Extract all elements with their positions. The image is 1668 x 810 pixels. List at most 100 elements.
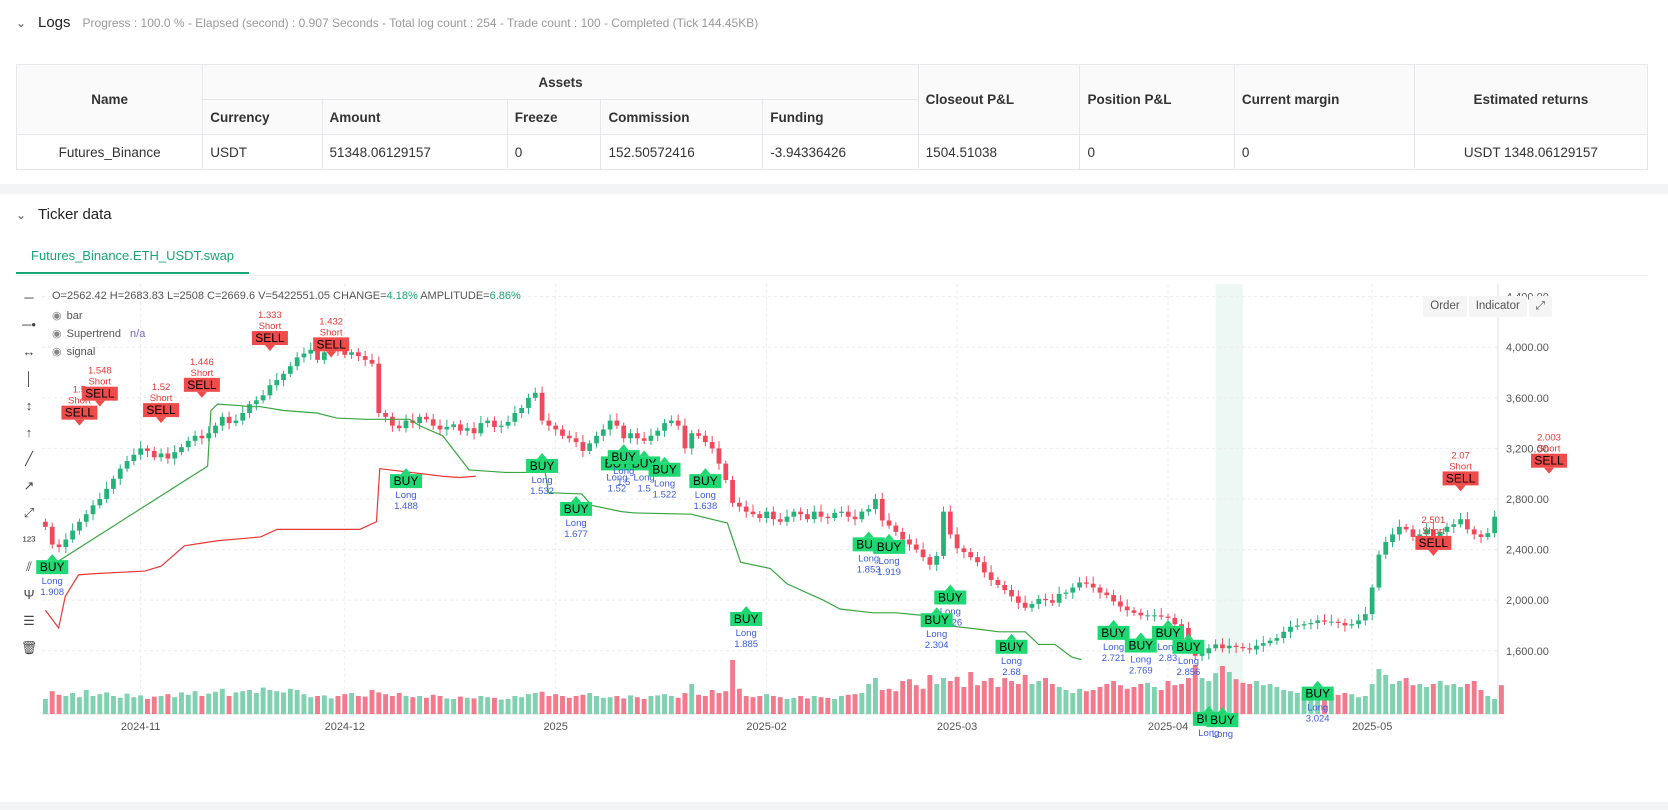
volume-bar [396,693,402,714]
volume-bar [1022,675,1028,714]
volume-bar [1104,684,1110,714]
order-button[interactable]: Order [1423,296,1467,317]
volume-bar [886,688,892,714]
volume-bar [294,690,300,714]
volume-bar [1492,699,1498,714]
signal-value-label: 1.919 [877,567,901,578]
signal-sub-label: Short [68,396,91,407]
sell-arrow [156,417,167,424]
volume-bar [1056,687,1062,714]
trash-icon[interactable]: 🗑 [20,640,38,655]
candlestick-chart[interactable]: 4,400.004,000.003,600.003,200.002,800.00… [16,284,1648,794]
volume-bar [988,678,994,714]
volume-bar [97,694,103,714]
horizontal-line-icon[interactable]: ─ [24,289,34,305]
x-tick-label: 2025-03 [937,721,977,733]
candle-body [716,448,722,464]
volume-bar [832,699,838,714]
sell-label: SELL [1419,536,1449,550]
candle-body [267,385,273,396]
candle-body [1118,601,1123,607]
legend-signal[interactable]: ◉ signal [52,345,95,359]
volume-bar [526,694,531,714]
fullscreen-icon[interactable]: ⤢ [1528,296,1552,317]
volume-bar [49,691,55,714]
buy-arrow [1183,633,1194,640]
candle-body [478,423,484,434]
volume-bar [321,695,327,714]
eye-icon[interactable]: ◉ [52,328,62,340]
cell-freeze: 0 [506,134,602,170]
volume-bar [723,691,729,714]
legend-bar[interactable]: ◉ bar [52,309,83,323]
chevron-down-icon[interactable]: ⌄ [16,207,27,222]
indicator-button[interactable]: Indicator [1468,296,1527,317]
drawing-toolbar: ─ ─• ↔ │ ↕ ↑ ╱ ↗ ⤢ ¹²³ ⫽ Ψ ☰ 🗑 [16,284,42,662]
candle-body [886,520,892,526]
chart-area[interactable]: 4,400.00 4,000.00 3,600.00 3,200.00 2,800.00… [16,284,1648,794]
ticker-header[interactable]: ⌄ Ticker data [16,206,112,223]
candle-body [1267,640,1273,644]
candle-body [913,544,919,550]
candle-body [1049,600,1055,603]
signal-value-label: 2.304 [925,640,949,651]
vertical-ray-icon[interactable]: ↑ [25,424,33,440]
signal-sub-label: Short [150,393,173,404]
candle-body [1152,615,1157,617]
candle-body [1430,529,1436,540]
fib-icon[interactable]: ☰ [23,613,35,628]
volume-bar [566,697,572,714]
candle-body [430,419,436,426]
progress-text: Progress : 100.0 % - Elapsed (second) : … [82,15,759,30]
buy-arrow [618,444,629,451]
signal-sub-label: Long [940,606,961,617]
chevron-down-icon[interactable]: ⌄ [16,15,27,30]
col-currency: Currency [202,99,323,135]
vertical-segment-icon[interactable]: ↕ [25,397,33,413]
candle-body [213,425,218,434]
extended-line-icon[interactable]: ↔ [22,343,36,359]
extended-trend-icon[interactable]: ⤢ [23,505,35,520]
volume-bar [1151,687,1157,714]
sell-label: SELL [85,387,115,401]
buy-label: BUY [1210,713,1235,727]
vertical-line-icon[interactable]: │ [24,370,34,386]
candle-body [315,349,320,360]
volume-bar [362,696,368,714]
signal-value-label: 1.885 [734,639,758,650]
candle-body [1233,645,1239,647]
candle-body [900,531,906,540]
label-icon[interactable]: ¹²³ [22,532,36,548]
eye-icon[interactable]: ◉ [52,346,62,358]
trend-ray-icon[interactable]: ↗ [23,478,35,493]
candle-body [675,420,681,426]
volume-bar [873,678,878,714]
parallel-channel-icon[interactable]: ⫽ [26,559,32,574]
volume-bar [1240,682,1246,714]
volume-bar [1219,666,1225,714]
volume-bar [274,691,280,714]
buy-label: BUY [40,560,65,574]
tab-eth-usdt[interactable]: Futures_Binance.ETH_USDT.swap [16,238,250,274]
signal-value-label: 1.548 [88,366,112,377]
buy-label-bg [995,639,1028,654]
volume-bar [907,679,912,714]
pitchfork-icon[interactable]: Ψ [23,586,35,602]
x-tick-label: 2024-12 [325,721,365,733]
candle-body [1206,648,1212,654]
volume-bar [464,697,470,714]
volume-bar [1308,696,1314,714]
assets-table: Name Assets Closeout P&L Position P&L Cu… [15,64,1649,170]
signal-sub-label: Long [1307,703,1328,714]
legend-supertrend[interactable]: ◉ Supertrend n/a [52,327,145,341]
volume-bar [478,696,484,714]
ray-icon[interactable]: ─• [22,316,36,332]
signal-value-label: 1.52 [152,382,171,393]
logs-header[interactable]: ⌄ Logs Progress : 100.0 % - Elapsed (sec… [16,14,758,31]
eye-icon[interactable]: ◉ [52,310,62,322]
volume-bar [151,696,157,714]
trend-line-icon[interactable]: ╱ [25,451,33,466]
candle-body [954,534,960,549]
candle-body [1063,592,1069,594]
signal-value-label: 1.432 [319,316,343,327]
